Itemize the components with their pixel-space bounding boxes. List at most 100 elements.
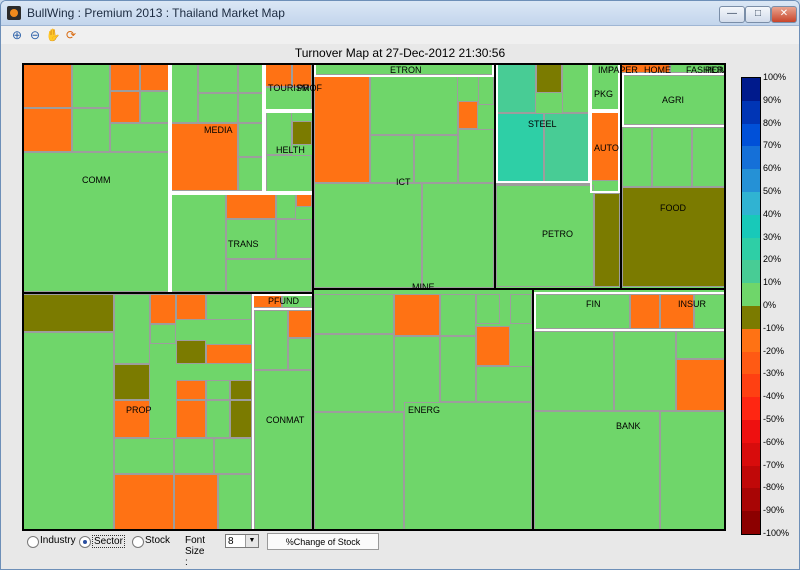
stock-tile[interactable]: [114, 364, 150, 400]
stock-tile[interactable]: [510, 294, 532, 324]
stock-tile[interactable]: [630, 294, 660, 329]
stock-tile[interactable]: [110, 63, 140, 91]
stock-tile[interactable]: [676, 331, 726, 359]
stock-tile[interactable]: [370, 135, 414, 183]
stock-tile[interactable]: [72, 63, 110, 108]
close-button[interactable]: ✕: [771, 6, 797, 23]
stock-tile[interactable]: [314, 183, 422, 288]
industry-radio-label[interactable]: Industry: [40, 535, 76, 546]
stock-tile[interactable]: [692, 127, 726, 187]
stock-tile[interactable]: [622, 187, 726, 287]
stock-tile[interactable]: [174, 474, 218, 531]
stock-tile[interactable]: [534, 294, 630, 329]
stock-tile[interactable]: [394, 336, 440, 412]
stock-tile[interactable]: [314, 75, 370, 183]
stock-tile[interactable]: [476, 326, 510, 366]
stock-tile[interactable]: [22, 332, 114, 531]
sector-radio[interactable]: [79, 536, 91, 548]
stock-radio-label[interactable]: Stock: [145, 535, 171, 546]
stock-tile[interactable]: [218, 474, 252, 531]
stock-tile[interactable]: [226, 193, 276, 219]
zoom-out-icon[interactable]: ⊖: [29, 28, 41, 42]
stock-tile[interactable]: [614, 331, 676, 411]
stock-tile[interactable]: [206, 400, 230, 438]
stock-tile[interactable]: [238, 63, 264, 93]
stock-tile[interactable]: [198, 63, 238, 93]
stock-tile[interactable]: [206, 294, 252, 320]
stock-tile[interactable]: [534, 331, 614, 411]
stock-tile[interactable]: [206, 344, 252, 364]
stock-tile[interactable]: [264, 87, 312, 111]
sector-radio-label[interactable]: Sector: [92, 535, 125, 548]
font-size-select[interactable]: 8 ▼: [225, 534, 259, 548]
stock-tile[interactable]: [536, 63, 562, 93]
stock-tile[interactable]: [114, 474, 174, 531]
stock-tile[interactable]: [114, 438, 174, 474]
stock-tile[interactable]: [660, 294, 694, 329]
stock-tile[interactable]: [150, 324, 176, 344]
stock-tile[interactable]: [594, 193, 620, 287]
stock-tile[interactable]: [534, 411, 660, 531]
stock-tile[interactable]: [458, 129, 494, 183]
stock-tile[interactable]: [114, 400, 150, 438]
stock-tile[interactable]: [22, 152, 170, 292]
stock-tile[interactable]: [496, 63, 536, 113]
stock-tile[interactable]: [266, 111, 292, 155]
stock-tile[interactable]: [676, 359, 726, 411]
stock-tile[interactable]: [422, 183, 494, 288]
stock-tile[interactable]: [314, 412, 404, 531]
stock-tile[interactable]: [206, 380, 230, 400]
stock-tile[interactable]: [150, 294, 176, 324]
stock-tile[interactable]: [22, 294, 114, 332]
stock-tile[interactable]: [292, 121, 312, 145]
stock-tile[interactable]: [214, 438, 252, 474]
stock-tile[interactable]: [114, 294, 150, 364]
stock-tile[interactable]: [176, 340, 206, 364]
stock-tile[interactable]: [174, 438, 214, 474]
stock-tile[interactable]: [254, 370, 312, 531]
stock-tile[interactable]: [276, 219, 312, 259]
stock-tile[interactable]: [394, 294, 440, 336]
stock-tile[interactable]: [414, 135, 458, 183]
stock-tile[interactable]: [72, 108, 110, 152]
stock-tile[interactable]: [170, 123, 238, 191]
stock-tile[interactable]: [622, 75, 726, 125]
stock-tile[interactable]: [404, 402, 532, 531]
stock-tile[interactable]: [226, 259, 312, 292]
stock-tile[interactable]: [478, 75, 494, 105]
stock-tile[interactable]: [496, 113, 544, 183]
minimize-button[interactable]: —: [719, 6, 745, 23]
stock-tile[interactable]: [176, 380, 206, 400]
stock-tile[interactable]: [496, 185, 594, 287]
stock-tile[interactable]: [266, 155, 312, 193]
stock-tile[interactable]: [440, 294, 476, 336]
stock-tile[interactable]: [622, 127, 652, 187]
stock-tile[interactable]: [314, 294, 394, 334]
stock-tile[interactable]: [230, 380, 252, 400]
maximize-button[interactable]: □: [745, 6, 771, 23]
rotate-icon[interactable]: ⟳: [65, 28, 77, 42]
stock-tile[interactable]: [198, 93, 238, 123]
stock-tile[interactable]: [140, 91, 170, 123]
stock-tile[interactable]: [562, 63, 590, 113]
stock-tile[interactable]: [314, 334, 394, 412]
industry-radio[interactable]: [27, 536, 39, 548]
stock-tile[interactable]: [176, 400, 206, 438]
stock-tile[interactable]: [660, 411, 726, 531]
stock-tile[interactable]: [170, 63, 198, 123]
stock-tile[interactable]: [476, 366, 532, 402]
stock-tile[interactable]: [440, 336, 476, 402]
stock-tile[interactable]: [170, 193, 226, 292]
stock-radio[interactable]: [132, 536, 144, 548]
stock-tile[interactable]: [110, 91, 140, 123]
stock-tile[interactable]: [254, 310, 288, 370]
stock-tile[interactable]: [238, 93, 264, 123]
stock-tile[interactable]: [496, 183, 590, 185]
stock-tile[interactable]: [652, 127, 692, 187]
stock-tile[interactable]: [230, 400, 252, 438]
stock-tile[interactable]: [276, 193, 296, 219]
pan-icon[interactable]: ✋: [45, 28, 61, 42]
zoom-in-icon[interactable]: ⊕: [11, 28, 23, 42]
stock-tile[interactable]: [458, 101, 478, 129]
stock-tile[interactable]: [176, 294, 206, 320]
